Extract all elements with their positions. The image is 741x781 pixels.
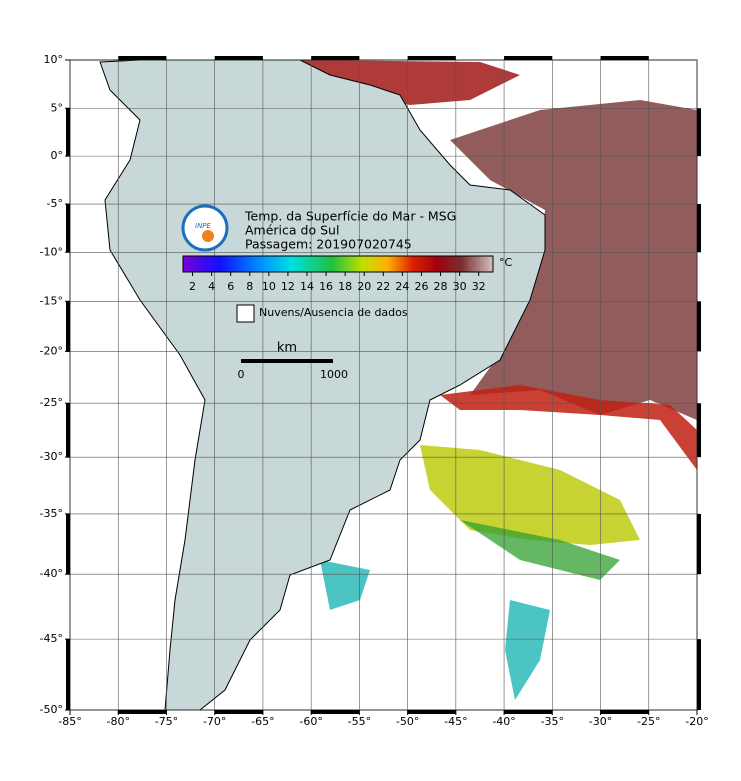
lon-tick-label: -55° [348, 715, 371, 728]
lon-tick-label: -60° [299, 715, 322, 728]
lon-tick-label: -70° [203, 715, 226, 728]
colorbar-label: 22 [376, 280, 390, 293]
frame-band [66, 108, 70, 157]
title-line: América do Sul [245, 223, 339, 238]
lon-tick-label: -50° [396, 715, 419, 728]
title-line: Passagem: 201907020745 [245, 237, 412, 252]
frame-band [66, 301, 70, 352]
lon-tick-label: -65° [251, 715, 274, 728]
scale-start: 0 [238, 368, 245, 381]
sst-green [460, 520, 620, 580]
scale-unit: km [277, 341, 297, 356]
colorbar-label: 8 [246, 280, 253, 293]
lon-tick-label: -35° [541, 715, 564, 728]
map-body [99, 60, 697, 710]
lon-tick-label: -80° [106, 715, 129, 728]
lon-tick-label: -25° [637, 715, 660, 728]
frame-band [311, 710, 360, 714]
frame-band [600, 56, 649, 60]
frame-band [697, 639, 701, 710]
lat-tick-label: -10° [40, 245, 63, 258]
colorbar-unit: °C [499, 256, 513, 269]
frame-band [600, 710, 649, 714]
colorbar-label: 16 [319, 280, 333, 293]
lon-tick-label: -40° [492, 715, 515, 728]
colorbar-label: 20 [357, 280, 371, 293]
colorbar-label: 18 [338, 280, 352, 293]
frame-band [697, 513, 701, 575]
frame-band [407, 710, 456, 714]
scale-bar [241, 359, 333, 363]
colorbar [182, 255, 494, 273]
lat-tick-label: 10° [44, 53, 64, 66]
logo-sun [202, 230, 214, 242]
lat-tick-label: -40° [40, 567, 63, 580]
overlay: INPE Temp. da Superfície do Mar - MSG Am… [181, 204, 513, 381]
frame-band [697, 108, 701, 157]
lat-tick-label: -45° [40, 632, 63, 645]
logo-text: INPE [195, 222, 212, 230]
lat-tick-label: -35° [40, 507, 63, 520]
frame-band [214, 710, 263, 714]
frame-band [504, 710, 553, 714]
frame-band [697, 403, 701, 458]
lon-tick-label: -85° [58, 715, 81, 728]
legend-label: Nuvens/Ausencia de dados [259, 306, 408, 319]
logo [181, 204, 229, 252]
lat-tick-label: 5° [51, 101, 64, 114]
frame-band [66, 639, 70, 710]
scale-end: 1000 [320, 368, 348, 381]
lat-tick-label: -15° [40, 294, 63, 307]
lat-tick-label: 0° [51, 149, 64, 162]
colorbar-label: 26 [414, 280, 428, 293]
sst-cyan [320, 560, 550, 700]
title-line: Temp. da Superfície do Mar - MSG [244, 209, 456, 224]
sst-tropical [450, 100, 697, 420]
frame-band [504, 56, 553, 60]
lat-tick-label: -25° [40, 396, 63, 409]
colorbar-label: 6 [227, 280, 234, 293]
frame-band [697, 301, 701, 352]
frame-band [214, 56, 263, 60]
frame-band [118, 56, 167, 60]
lon-tick-label: -20° [685, 715, 708, 728]
lat-tick-label: -50° [40, 703, 63, 716]
sst-yellow [420, 445, 640, 545]
colorbar-label: 12 [281, 280, 295, 293]
grid [69, 59, 698, 711]
lat-tick-label: -5° [47, 197, 63, 210]
colorbar-label: 4 [208, 280, 215, 293]
colorbar-label: 28 [434, 280, 448, 293]
sst-warm [300, 60, 520, 105]
colorbar-label: 24 [395, 280, 409, 293]
colorbar-label: 10 [262, 280, 276, 293]
lon-tick-label: -30° [589, 715, 612, 728]
lon-tick-label: -45° [444, 715, 467, 728]
legend-swatch [236, 304, 255, 323]
lat-tick-label: -30° [40, 450, 63, 463]
frame-band [407, 56, 456, 60]
colorbar-label: 14 [300, 280, 314, 293]
lon-tick-label: -75° [155, 715, 178, 728]
colorbar-label: 30 [453, 280, 467, 293]
frame-band [311, 56, 360, 60]
frame-band [66, 204, 70, 253]
lat-tick-label: -20° [40, 344, 63, 357]
colorbar-label: 2 [189, 280, 196, 293]
frame-band [66, 513, 70, 575]
frame-band [697, 204, 701, 253]
frame-band [66, 403, 70, 458]
frame-band [118, 710, 167, 714]
colorbar-label: 32 [472, 280, 486, 293]
